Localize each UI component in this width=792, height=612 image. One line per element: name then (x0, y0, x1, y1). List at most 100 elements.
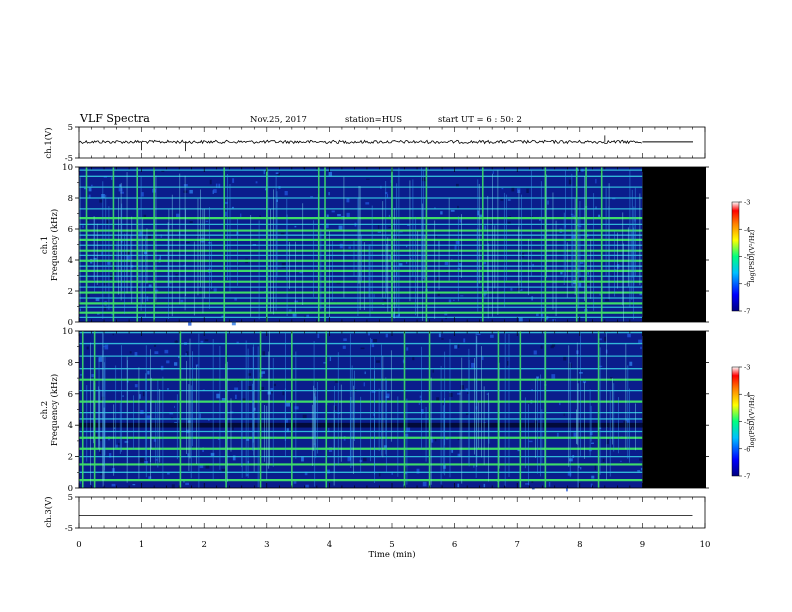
ch2-spectrogram-speckle (185, 482, 189, 486)
ch1-spectrogram-ytick-label: 10 (62, 163, 73, 173)
ch2-spectrogram-speckle (540, 345, 543, 349)
ch2-spectrogram-speckle (368, 333, 371, 336)
ch2-spectrogram-speckle (204, 339, 209, 342)
ch1-spectrogram-speckle (93, 258, 97, 260)
ch1-spectrogram-speckle (294, 225, 297, 228)
ch1-spectrogram-speckle (234, 297, 237, 301)
ch1-spectrogram-speckle (224, 211, 227, 217)
ch2-spectrogram-speckle (432, 368, 434, 373)
ch2-spectrogram-speckle (457, 453, 461, 458)
ch2-spectrogram-speckle (111, 483, 116, 487)
ch1-spectrogram-speckle (113, 267, 116, 272)
ch2-spectrogram-speckle (134, 384, 138, 388)
ch2-spectrogram-speckle (419, 395, 422, 399)
ch1-spectrogram-speckle (437, 292, 440, 296)
ch1-spectrogram-speckle (224, 201, 228, 204)
date-label: Nov.25, 2017 (250, 115, 307, 125)
ch1-spectrogram-speckle (477, 210, 480, 216)
ch2-spectrogram-speckle (118, 442, 120, 445)
colorbar-ch1: log(PSD)(V²/Hz) -3 -4 -5 -6 -7 (731, 199, 756, 316)
ch1-spectrogram-speckle (552, 319, 556, 322)
ch2-spectrogram-speckle (147, 370, 150, 375)
ch1-spectrogram-speckle (406, 245, 408, 248)
ch2-spectrogram-speckle (629, 361, 633, 366)
ch2-spectrogram-speckle (237, 380, 239, 382)
ch2-spectrogram-speckle (640, 346, 642, 350)
ch2-spectrogram-speckle (405, 467, 408, 472)
ch1-spectrogram-speckle (386, 193, 389, 198)
ch2-spectrogram-speckle (167, 472, 170, 475)
ch1-spectrogram-speckle (160, 234, 162, 238)
ch1-spectrogram-speckle (611, 274, 614, 276)
ch2-spectrogram-speckle (153, 436, 157, 442)
ch1-spectrogram-layer (78, 166, 706, 326)
ch2-spectrogram-speckle (221, 397, 226, 403)
ch1-spectrogram-speckle (180, 299, 184, 304)
ch2-spectrogram-speckle (100, 473, 103, 476)
ch1-spectrogram-speckle (141, 192, 144, 197)
ch2-spectrogram-speckle (155, 459, 158, 461)
ch2-spectrogram-speckle (566, 487, 568, 492)
ch1-spectrogram-speckle (125, 251, 130, 256)
ch2-spectrogram-speckle (528, 440, 533, 443)
ch2-spectrogram-speckle (604, 336, 607, 342)
ch2-spectrogram-speckle (148, 476, 152, 480)
ch2-spectrogram-speckle (627, 333, 631, 338)
ch1-spectrogram-speckle (183, 184, 188, 187)
ch1-spectrogram-speckle (175, 213, 180, 219)
ch1-spectrogram-speckle (578, 277, 581, 281)
ch2-spectrogram-speckle (563, 356, 567, 361)
ch1-spectrogram-speckle (435, 234, 438, 238)
ch2-spectrogram-speckle (115, 444, 118, 449)
ch1-spectrogram-speckle (605, 298, 609, 302)
ch1-spectrogram-speckle (148, 284, 152, 288)
ch1-spectrogram-speckle (501, 187, 504, 190)
ch1-spectrogram-speckle (455, 239, 460, 245)
ch2-spectrogram-speckle (473, 464, 475, 468)
ch2-spectrogram-speckle (591, 475, 595, 479)
ch2-spectrogram-speckle (317, 333, 320, 339)
ch2-spectrogram-speckle (563, 413, 565, 417)
ch2-spectrogram-speckle (112, 333, 114, 336)
ch1-spectrogram-ytick-label: 6 (68, 225, 73, 235)
colorbar-ch2-label: log(PSD)(V²/Hz) (748, 394, 756, 447)
ch2-spectrogram-speckle (548, 482, 551, 487)
ch1-spectrogram-speckle (83, 187, 86, 190)
ch1-spectrogram-speckle (186, 242, 190, 244)
ch1-spectrogram-speckle (221, 315, 225, 318)
ch2-spectrogram-speckle (556, 432, 559, 437)
ch2-spectrogram-speckle (175, 340, 178, 344)
ch1-spectrogram-speckle (88, 194, 91, 199)
ch1-spectrogram-speckle (579, 261, 584, 264)
ch2-spectrogram-speckle (302, 414, 307, 419)
ch2-spectrogram-speckle (286, 402, 291, 407)
ch2-spectrogram-speckle (129, 351, 132, 354)
ch2-spectrogram-speckle (448, 393, 453, 397)
ch1-spectrogram-speckle (377, 225, 380, 230)
ch2-spectrogram-speckle (431, 438, 434, 443)
ch2-spectrogram-speckle (166, 360, 170, 364)
ch1-spectrogram-speckle (213, 189, 217, 193)
ch2-spectrogram-speckle (186, 351, 189, 356)
ch1-spectrogram-speckle (231, 206, 234, 209)
ch2-spectrogram-speckle (142, 391, 145, 397)
ch2-spectrogram-speckle (99, 449, 102, 455)
ch2-spectrogram-speckle (174, 405, 176, 408)
ch2-spectrogram-speckle (607, 331, 612, 333)
ch2-spectrogram-speckle (221, 468, 226, 474)
ch1-waveform-ytick-label: -5 (65, 154, 73, 164)
ch2-spectrogram-speckle (467, 392, 470, 394)
ch2-spectrogram-ytick-label: 2 (68, 453, 73, 463)
ch1-spectrogram-speckle (454, 245, 457, 250)
ch2-spectrogram-speckle (187, 453, 190, 456)
ch2-spectrogram-speckle (171, 484, 175, 489)
ch1-spectrogram-speckle (568, 179, 572, 185)
ch2-spectrogram-speckle (578, 463, 580, 468)
ch2-spectrogram-speckle (551, 374, 556, 379)
ch1-spectrogram-speckle (484, 293, 486, 297)
ch2-spectrogram-speckle (270, 387, 274, 391)
ch1-spectrogram-speckle (288, 309, 292, 313)
ch1-spectrogram-speckle (388, 214, 391, 218)
ch1-spectrogram-speckle (189, 221, 193, 224)
